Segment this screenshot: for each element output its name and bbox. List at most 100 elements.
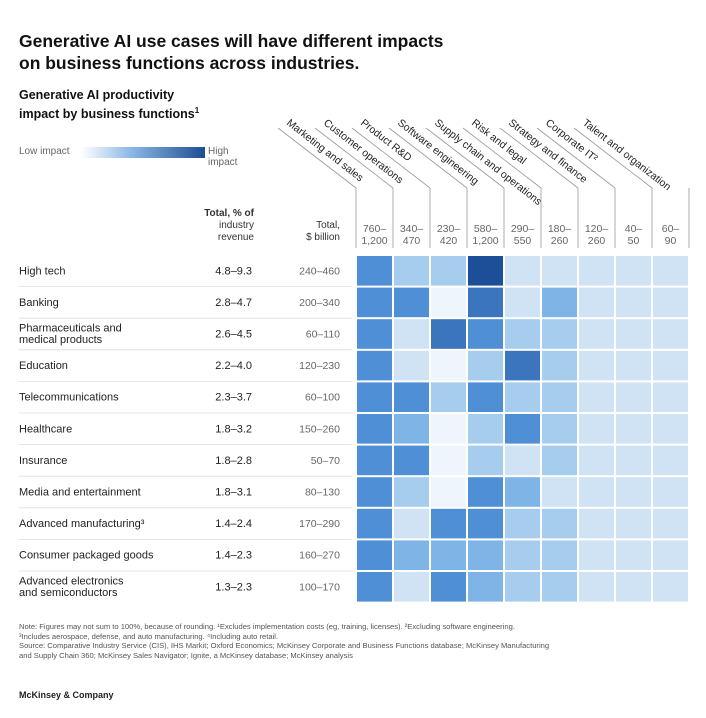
heatmap-cell — [616, 477, 651, 507]
total-bn-header-line-2: $ billion — [306, 232, 340, 243]
heatmap-cell — [431, 572, 466, 602]
heatmap-cell — [653, 287, 688, 318]
heatmap-cell — [357, 572, 392, 602]
heatmap-cell — [468, 477, 503, 507]
total-pct-header-line-3: revenue — [217, 232, 254, 243]
industry-total-pct: 2.3–3.7 — [215, 392, 252, 404]
industry-total-pct: 1.4–2.3 — [215, 550, 252, 562]
heatmap-cell — [431, 256, 466, 286]
heatmap-cell — [542, 508, 577, 539]
industry-total-bn: 50–70 — [311, 455, 340, 467]
heatmap-cell — [616, 445, 651, 476]
heatmap-cell — [357, 287, 392, 318]
industry-total-bn: 240–460 — [299, 265, 340, 277]
industry-total-bn: 60–110 — [306, 329, 340, 341]
industry-total-pct: 2.6–4.5 — [215, 329, 252, 341]
heatmap-cell — [616, 256, 651, 286]
industry-total-bn: 120–230 — [299, 360, 340, 372]
heatmap-cell — [431, 382, 466, 412]
heatmap-cell — [431, 477, 466, 507]
heatmap-cell — [542, 319, 577, 349]
heatmap-cell — [357, 414, 392, 444]
heatmap-cell — [616, 287, 651, 318]
heatmap-cell — [394, 572, 429, 602]
heatmap-cell — [653, 540, 688, 570]
heatmap-cell — [579, 382, 614, 412]
heatmap-cell — [542, 572, 577, 602]
heatmap-cell — [579, 572, 614, 602]
heatmap-cell — [468, 382, 503, 412]
industry-total-bn: 100–170 — [299, 581, 340, 593]
legend-gradient-bar — [81, 147, 205, 158]
heatmap-cell — [394, 319, 429, 349]
heatmap-cell — [505, 350, 540, 381]
function-total-label: 50 — [628, 235, 640, 247]
column-leader-line — [388, 127, 468, 189]
heatmap-cell — [616, 572, 651, 602]
heatmap-cell — [542, 350, 577, 381]
chart-title-line-2: on business functions across industries. — [19, 53, 360, 73]
industry-total-pct: 1.8–3.1 — [215, 487, 252, 499]
heatmap-cell — [505, 508, 540, 539]
heatmap-cell — [653, 445, 688, 476]
heatmap-cell — [653, 508, 688, 539]
heatmap-cell — [542, 540, 577, 570]
industry-label: Education — [19, 360, 68, 372]
heatmap-cell — [357, 508, 392, 539]
heatmap-cell — [394, 414, 429, 444]
heatmap-cell — [431, 319, 466, 349]
function-total-label: 760– — [363, 223, 387, 235]
heatmap-cell — [505, 319, 540, 349]
industry-total-bn: 200–340 — [299, 297, 340, 309]
heatmap-cell — [653, 414, 688, 444]
heatmap-cell — [468, 572, 503, 602]
heatmap-cell — [505, 256, 540, 286]
heatmap-cell — [653, 477, 688, 507]
industry-label: medical products — [19, 334, 103, 346]
industry-label: Insurance — [19, 455, 67, 467]
legend-high-label: High impact — [208, 146, 238, 168]
heatmap-cell — [505, 382, 540, 412]
heatmap-cell — [468, 508, 503, 539]
heatmap-cell — [542, 287, 577, 318]
chart-subtitle-footnote: 1 — [194, 106, 200, 115]
function-total-label: 230– — [437, 223, 461, 235]
heatmap-cell — [616, 319, 651, 349]
footnote-line: ³Includes aerospace, defense, and auto m… — [19, 631, 279, 641]
column-leader-line — [314, 127, 394, 189]
chart-title-line-1: Generative AI use cases will have differ… — [19, 31, 444, 51]
industry-label: Banking — [19, 297, 59, 309]
industry-total-pct: 1.4–2.4 — [215, 518, 252, 530]
function-total-label: 180– — [548, 223, 572, 235]
heatmap-cell — [616, 350, 651, 381]
heatmap-cell — [505, 572, 540, 602]
industry-label: Telecommunications — [19, 392, 119, 404]
heatmap-cell — [394, 382, 429, 412]
heatmap-cell — [505, 287, 540, 318]
heatmap-cell — [468, 445, 503, 476]
heatmap-cell — [357, 477, 392, 507]
chart-title: Generative AI use cases will have differ… — [19, 30, 579, 74]
industry-label: Advanced manufacturing³ — [19, 518, 145, 530]
heatmap-cell — [542, 445, 577, 476]
column-leader-line — [351, 127, 431, 189]
industry-total-bn: 160–270 — [299, 550, 340, 562]
heatmap-cell — [653, 256, 688, 286]
chart-subtitle-line-2: impact by business functions — [19, 107, 195, 122]
function-total-label: 470 — [403, 235, 421, 247]
heatmap-cell — [579, 350, 614, 381]
total-pct-header-line-1: Total, % of — [204, 208, 254, 219]
heatmap-cell — [357, 540, 392, 570]
industry-total-pct: 2.2–4.0 — [215, 360, 252, 372]
function-total-label: 580– — [474, 223, 498, 235]
heatmap-cell — [579, 477, 614, 507]
industry-label: Healthcare — [19, 423, 72, 435]
column-leader-line — [499, 127, 579, 189]
heatmap-cell — [579, 540, 614, 570]
industry-label: High tech — [19, 265, 65, 277]
function-total-label: 290– — [511, 223, 535, 235]
heatmap-cell — [431, 508, 466, 539]
column-leader-line — [536, 127, 616, 189]
industry-label: Pharmaceuticals and — [19, 323, 122, 335]
function-total-label: 340– — [400, 223, 424, 235]
